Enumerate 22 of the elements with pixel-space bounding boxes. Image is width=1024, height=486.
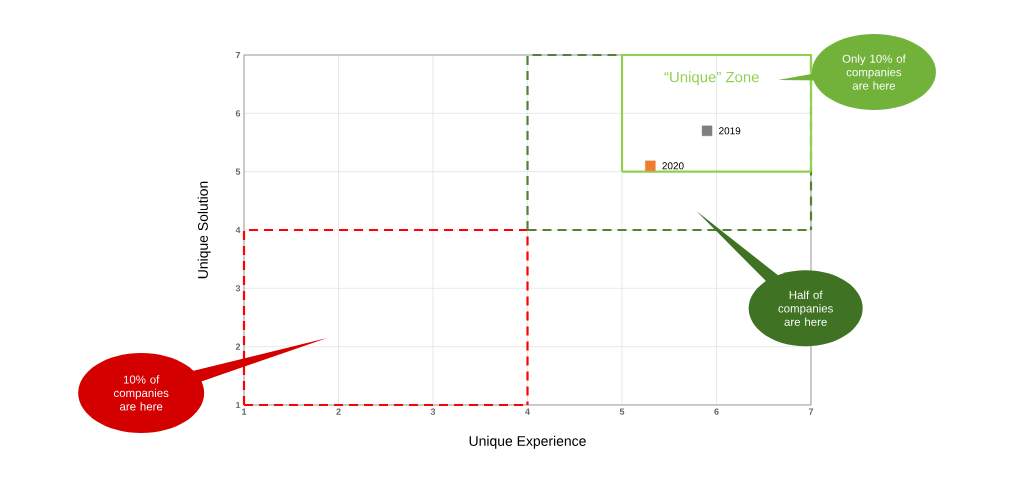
x-tick-label: 6 xyxy=(714,408,719,415)
annotation: “Unique” Zone xyxy=(664,71,759,86)
x-tick-label: 5 xyxy=(619,408,625,415)
y-tick-label: 3 xyxy=(235,285,241,292)
x-tick-label: 7 xyxy=(808,408,814,415)
series-label: 2019 xyxy=(719,127,741,135)
y-tick-label: 2 xyxy=(235,343,241,350)
y-axis-title: Unique Solution xyxy=(197,181,211,279)
y-tick-label: 7 xyxy=(235,51,241,59)
y-tick-label: 1 xyxy=(236,401,241,409)
y-tick-label: 6 xyxy=(235,110,241,117)
x-tick-label: 1 xyxy=(242,408,247,415)
x-tick-label: 2 xyxy=(336,408,341,415)
x-axis-title: Unique Experience xyxy=(469,435,586,449)
series-label: 2020 xyxy=(662,162,684,170)
x-tick-label: 3 xyxy=(430,408,436,415)
text: 10% of companies are here xyxy=(113,375,169,411)
annotation: Half of companies are here xyxy=(778,290,833,326)
text: Only 10% of companies are here xyxy=(842,54,906,90)
y-tick-label: 4 xyxy=(235,226,241,234)
y-tick-label: 5 xyxy=(235,168,241,175)
x-tick-label: 4 xyxy=(525,408,530,415)
